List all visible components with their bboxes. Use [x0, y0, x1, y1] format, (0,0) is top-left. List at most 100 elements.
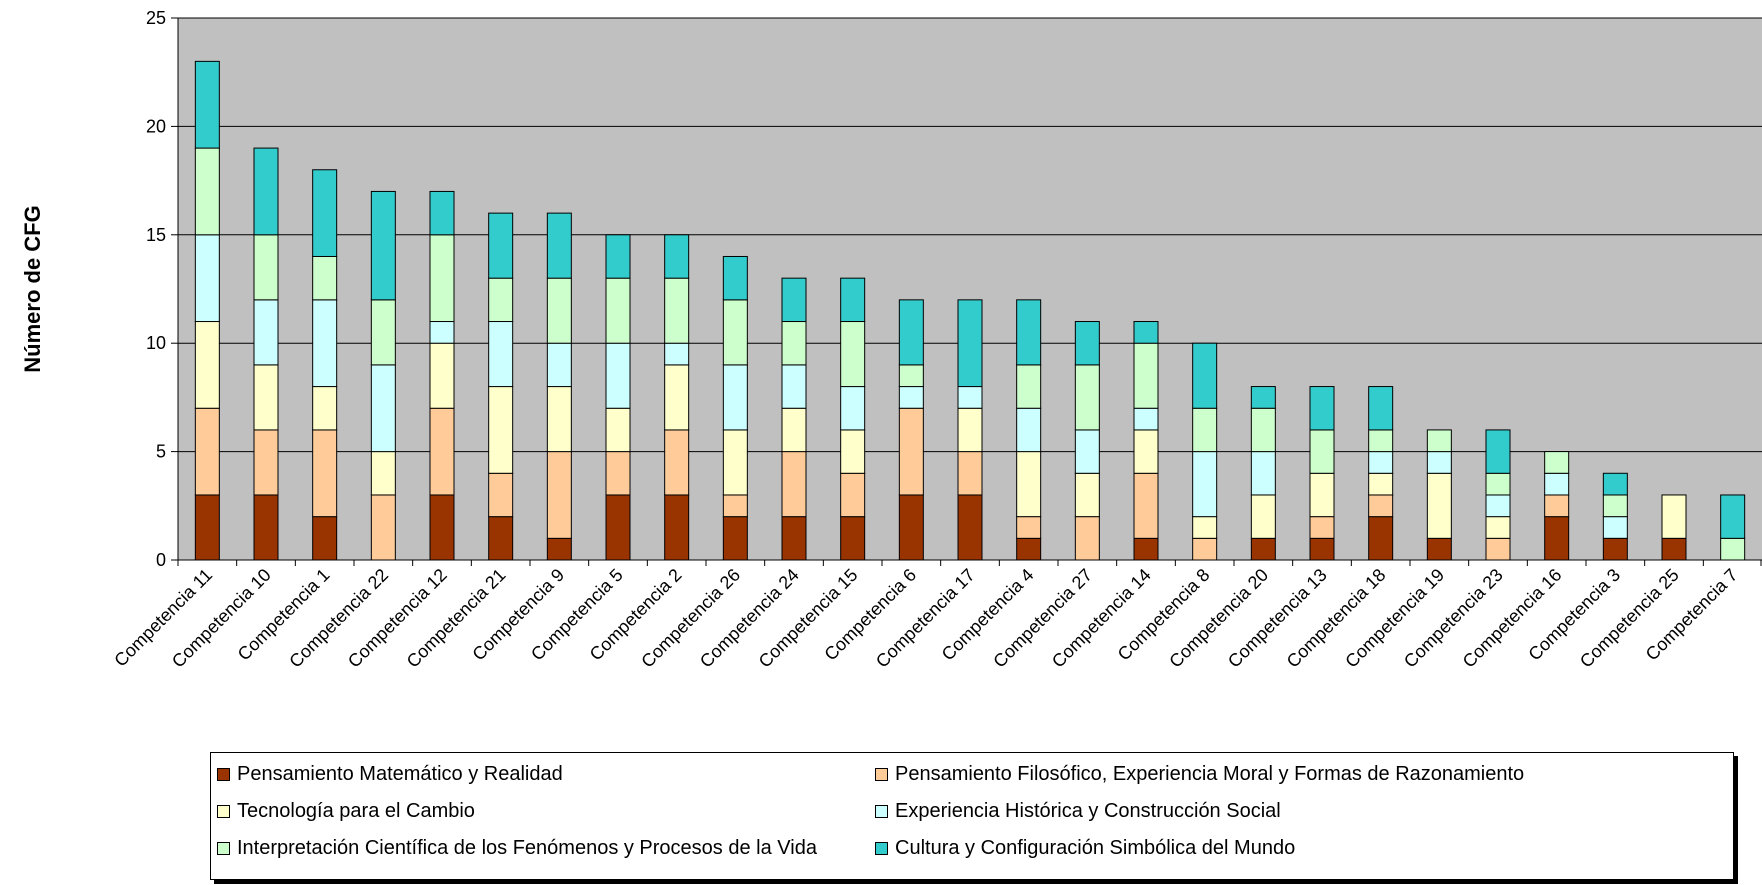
bar-segment	[1250, 494, 1276, 539]
bar-segment	[1309, 537, 1335, 561]
bar-segment	[722, 494, 748, 518]
bar-segment	[1074, 429, 1100, 474]
legend-item: Tecnología para el Cambio	[217, 800, 475, 823]
legend-label: Interpretación Científica de los Fenómen…	[237, 837, 817, 859]
bar-segment	[957, 494, 983, 561]
bar-segment	[1368, 516, 1394, 561]
bar-segment	[1602, 516, 1628, 539]
bar-segment	[605, 451, 631, 496]
x-tick-label: Competencia 13	[1224, 565, 1331, 672]
bar-segment	[898, 364, 924, 388]
legend-item: Cultura y Configuración Simbólica del Mu…	[875, 837, 1295, 860]
bar-segment	[1426, 429, 1452, 453]
bar-segment	[194, 407, 220, 496]
bar-segment	[370, 299, 396, 366]
x-tick-label: Competencia 21	[403, 565, 510, 672]
bar-segment	[1250, 407, 1276, 453]
bar-segment	[1661, 494, 1687, 539]
y-tick-label: 5	[156, 442, 166, 462]
bar-segment	[1133, 537, 1159, 561]
bar-segment	[488, 321, 514, 388]
bar-segment	[840, 386, 866, 431]
bar-segment	[1368, 429, 1394, 453]
x-tick-label: Competencia 19	[1341, 565, 1448, 672]
bar-segment	[1133, 429, 1159, 474]
x-tick-label: Competencia 11	[110, 565, 216, 671]
bar-segment	[1485, 537, 1511, 561]
legend-item: Experiencia Histórica y Construcción Soc…	[875, 800, 1281, 823]
bar-segment	[1133, 407, 1159, 431]
bar-segment	[194, 234, 220, 323]
bar-segment	[429, 342, 455, 409]
bar-segment	[1368, 451, 1394, 474]
bar-segment	[546, 277, 572, 344]
bar-segment	[1250, 537, 1276, 561]
bar-segment	[1544, 494, 1570, 518]
bar-segment	[722, 364, 748, 431]
legend-swatch	[875, 842, 888, 855]
bar-segment	[605, 494, 631, 561]
legend-label: Pensamiento Filosófico, Experiencia Mora…	[895, 763, 1525, 785]
bar-segment	[488, 277, 514, 323]
axes	[171, 17, 1762, 566]
bar-segment	[1485, 472, 1511, 496]
bar-segment	[664, 234, 690, 279]
bar-segment	[253, 234, 279, 301]
legend-label: Experiencia Histórica y Construcción Soc…	[895, 800, 1281, 822]
bar-segment	[957, 299, 983, 388]
bar-segment	[1192, 537, 1218, 561]
bar-segment	[1250, 386, 1276, 409]
bar-segment	[312, 169, 338, 257]
bar-segment	[722, 429, 748, 496]
legend-item: Interpretación Científica de los Fenómen…	[217, 837, 817, 860]
bar-segment	[781, 277, 807, 323]
x-tick-label: Competencia 16	[1459, 565, 1566, 672]
bar-segment	[1544, 472, 1570, 496]
bar-segment	[370, 364, 396, 453]
bar-segment	[1485, 494, 1511, 518]
bar-segment	[1016, 537, 1042, 561]
bar-segment	[488, 386, 514, 474]
bar-segment	[664, 342, 690, 366]
bar-segment	[781, 516, 807, 561]
bar-segment	[546, 212, 572, 279]
bar-segment	[781, 364, 807, 409]
bar-segment	[722, 516, 748, 561]
bar-segment	[1016, 364, 1042, 409]
bars	[194, 60, 1746, 561]
x-tick-label: Competencia 15	[755, 565, 862, 672]
bar-segment	[1426, 537, 1452, 561]
bar-segment	[957, 386, 983, 409]
bar-segment	[1016, 516, 1042, 539]
legend-swatch	[875, 768, 888, 781]
bar-segment	[253, 147, 279, 236]
legend-swatch	[217, 805, 230, 818]
bar-segment	[253, 494, 279, 561]
bar-segment	[898, 407, 924, 496]
x-tick-label: Competencia 18	[1283, 565, 1390, 672]
bar-segment	[840, 429, 866, 474]
bar-segment	[781, 451, 807, 518]
bar-segment	[605, 277, 631, 344]
y-tick-label: 25	[146, 8, 166, 28]
bar-segment	[605, 234, 631, 279]
y-tick-label: 0	[156, 550, 166, 570]
bar-segment	[312, 429, 338, 518]
bar-segment	[1368, 494, 1394, 518]
bar-segment	[898, 299, 924, 366]
bar-segment	[194, 494, 220, 561]
bar-segment	[605, 342, 631, 409]
bar-segment	[1133, 472, 1159, 539]
bar-segment	[1074, 472, 1100, 518]
bar-segment	[1016, 299, 1042, 366]
bar-segment	[1426, 472, 1452, 539]
legend-label: Tecnología para el Cambio	[237, 800, 475, 822]
x-tick-label: Competencia 10	[168, 565, 275, 672]
bar-segment	[781, 321, 807, 366]
bar-segment	[253, 429, 279, 496]
bar-segment	[1544, 516, 1570, 561]
legend-item: Pensamiento Matemático y Realidad	[217, 763, 563, 786]
bar-segment	[840, 516, 866, 561]
